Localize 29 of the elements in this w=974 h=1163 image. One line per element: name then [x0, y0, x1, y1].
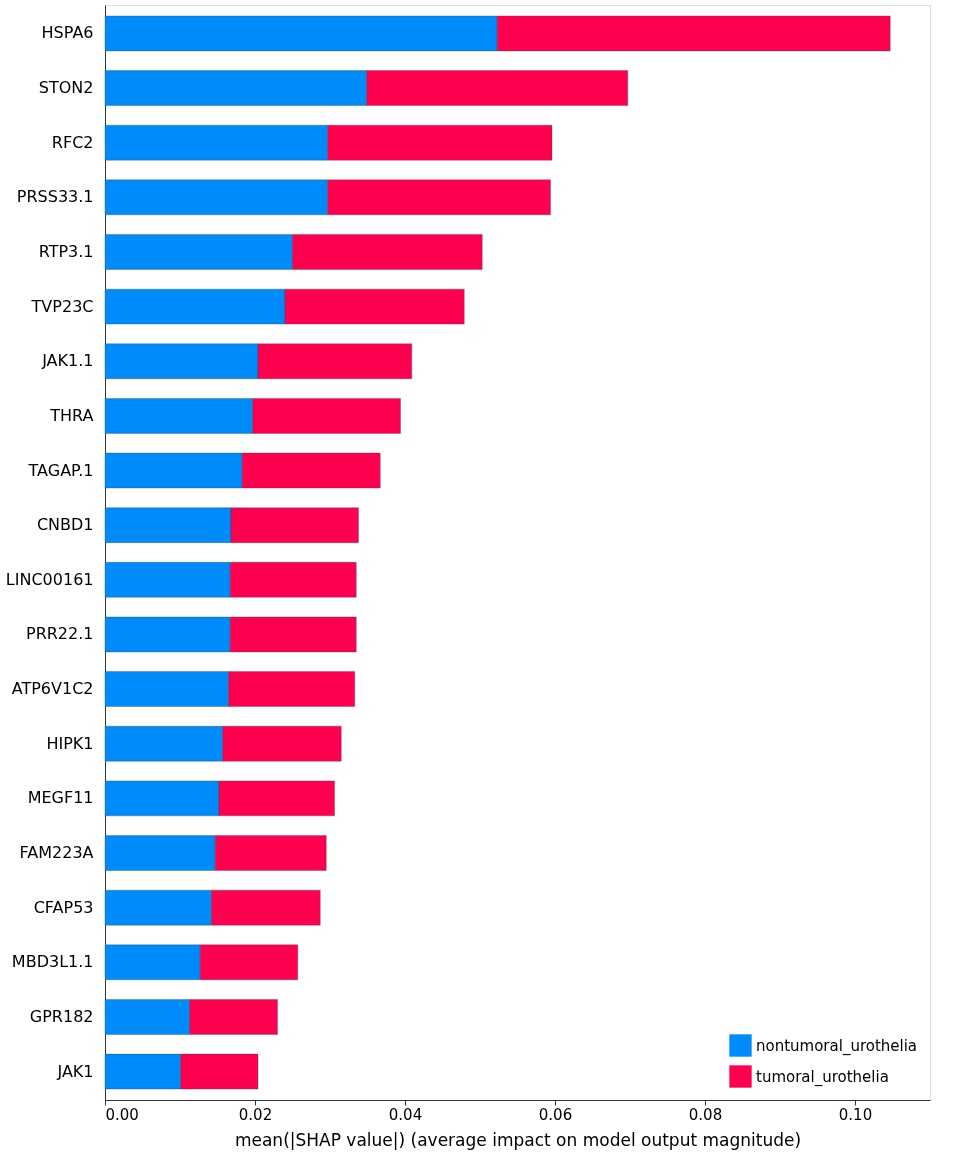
y-tick-label: CFAP53: [33, 897, 94, 917]
legend-label: nontumoral_urothelia: [756, 1036, 918, 1056]
x-tick-label: 0.06: [538, 1105, 573, 1124]
y-tick-label: JAK1.1: [41, 351, 94, 371]
x-tick-label: 0.10: [838, 1105, 873, 1124]
x-axis-title: mean(|SHAP value|) (average impact on model output magnitude): [234, 1129, 802, 1150]
y-tick-label: RTP3.1: [38, 241, 94, 261]
y-tick-label: RFC2: [51, 132, 94, 152]
y-tick-label: THRA: [49, 405, 94, 425]
y-tick-label: CNBD1: [36, 515, 94, 535]
y-tick-label: MBD3L1.1: [11, 952, 94, 972]
y-tick-label: LINC00161: [5, 569, 94, 589]
y-tick-label: ATP6V1C2: [11, 679, 94, 699]
x-tick-label: 0.00: [105, 1105, 139, 1124]
y-tick-label: TVP23C: [30, 296, 94, 316]
y-tick-label: STON2: [38, 78, 94, 98]
y-tick-label: JAK1: [56, 1061, 94, 1081]
x-tick-label: 0.02: [238, 1105, 273, 1124]
legend-label: tumoral_urothelia: [756, 1067, 889, 1087]
y-tick-label: FAM223A: [19, 843, 94, 863]
x-tick-label: 0.08: [688, 1105, 723, 1124]
y-tick-label: PRSS33.1: [16, 187, 94, 207]
y-tick-label: HIPK1: [46, 733, 94, 753]
y-tick-label: MEGF11: [27, 788, 94, 808]
y-tick-label: HSPA6: [41, 23, 94, 43]
y-tick-label: GPR182: [29, 1006, 94, 1026]
y-tick-label: PRR22.1: [25, 624, 94, 644]
y-tick-label: TAGAP.1: [27, 460, 94, 480]
x-tick-label: 0.04: [388, 1105, 423, 1124]
